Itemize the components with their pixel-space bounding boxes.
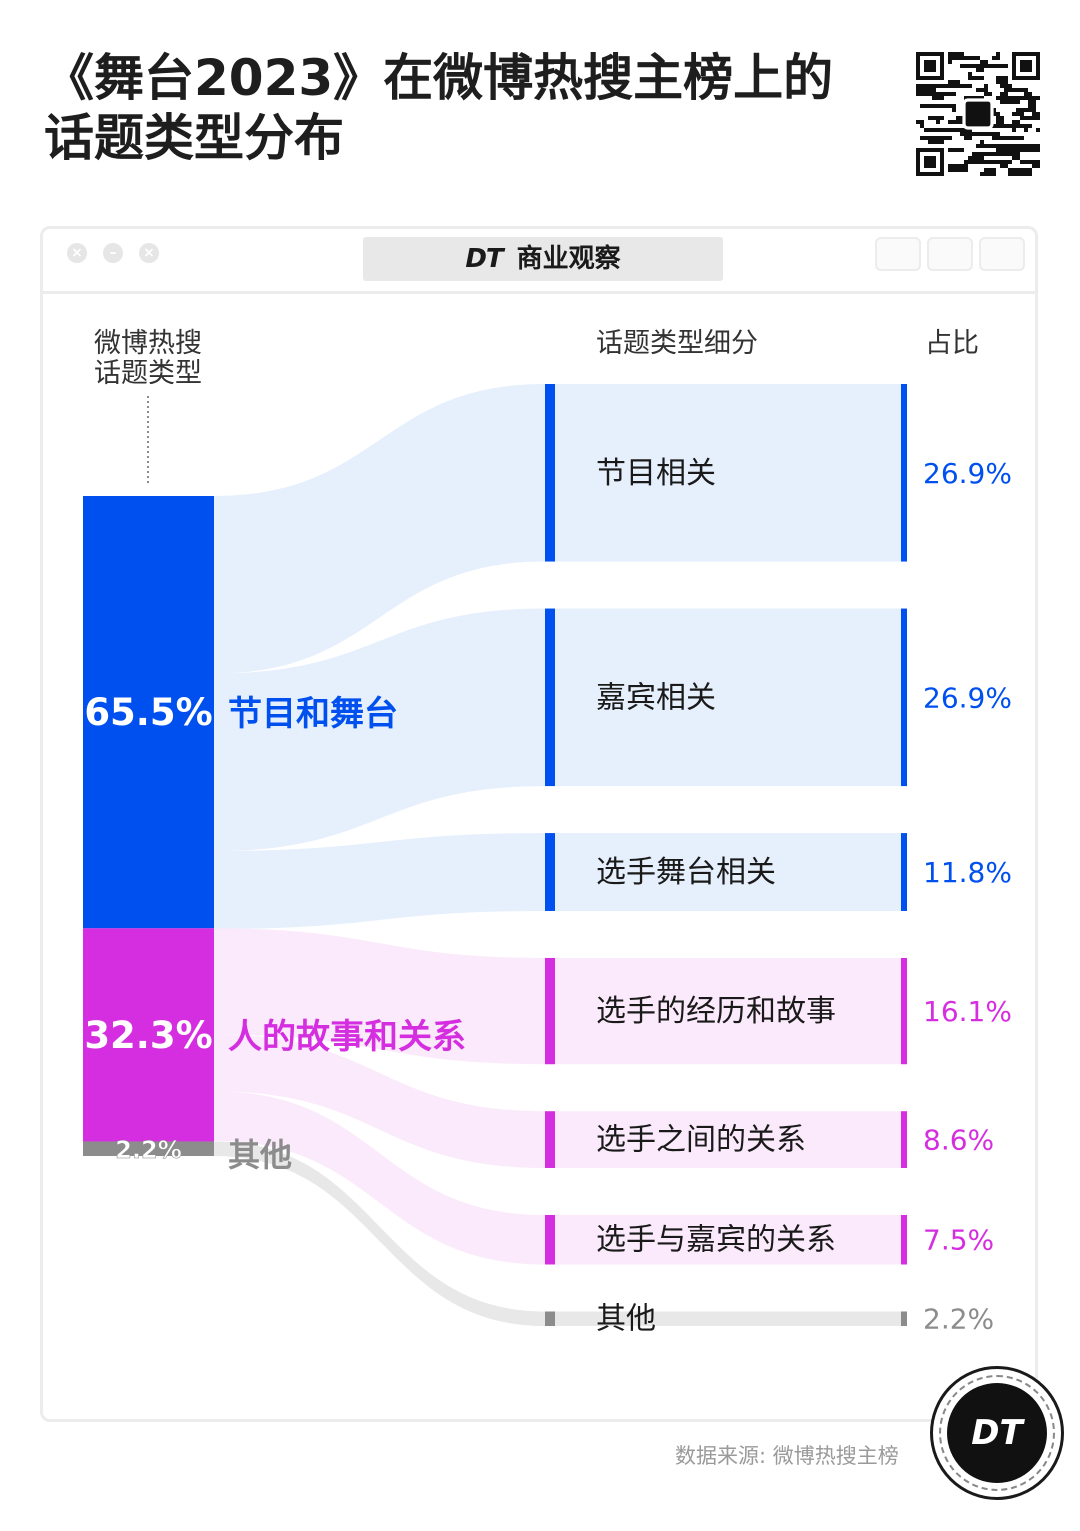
- category-label: 节目和舞台: [228, 694, 398, 734]
- title-line-2: 话题类型分布: [44, 109, 344, 167]
- subcategory-right-bar: [901, 1111, 907, 1168]
- brand-bar: DT 商业观察: [363, 237, 723, 281]
- subcategory-label: 选手之间的关系: [596, 1123, 806, 1158]
- brand-name: 商业观察: [516, 244, 621, 274]
- left-header-line-2: 话题类型: [94, 358, 202, 389]
- subcategory-left-bar: [545, 1214, 555, 1265]
- subcategory-right-bar: [901, 384, 907, 562]
- subcategory-right-bar: [901, 833, 907, 911]
- source-note: 数据来源: 微博热搜主榜: [675, 1444, 899, 1468]
- flow-band: [214, 1141, 907, 1326]
- right-header: 占比: [925, 328, 979, 359]
- subcategory-value: 11.8%: [923, 856, 1012, 889]
- subcategory-left-bar: [545, 384, 555, 562]
- maximize-icon[interactable]: ×: [139, 243, 159, 263]
- copy-icon[interactable]: [979, 237, 1025, 271]
- subcategory-label: 选手舞台相关: [596, 855, 776, 890]
- logo-text: DT: [947, 1383, 1047, 1483]
- subcategory-value: 8.6%: [923, 1124, 994, 1157]
- category-bar: [83, 928, 214, 1142]
- category-value: 32.3%: [84, 1014, 212, 1057]
- share-icon[interactable]: [927, 237, 973, 271]
- middle-header: 话题类型细分: [596, 328, 758, 359]
- flow-band: [214, 928, 907, 1065]
- subcategory-left-bar: [545, 1111, 555, 1168]
- subcategory-left-bar: [545, 608, 555, 787]
- subcategory-right-bar: [901, 608, 907, 787]
- subcategory-value: 26.9%: [923, 681, 1012, 714]
- subcategory-value: 16.1%: [923, 995, 1012, 1028]
- window-toolbar: × – × DT 商业观察: [43, 229, 1035, 294]
- close-icon[interactable]: ×: [67, 243, 87, 263]
- category-label: 其他: [228, 1136, 292, 1174]
- minimize-icon[interactable]: –: [103, 243, 123, 263]
- title-line-1: 《舞台2023》在微博热搜主榜上的: [44, 49, 834, 107]
- page-title: 《舞台2023》在微博热搜主榜上的 话题类型分布: [44, 48, 864, 168]
- subcategory-value: 7.5%: [923, 1224, 994, 1257]
- subcategory-right-bar: [901, 1311, 907, 1326]
- category-bar: [83, 496, 214, 929]
- subcategory-label: 选手与嘉宾的关系: [596, 1223, 836, 1258]
- flow-band: [214, 833, 907, 929]
- subcategory-value: 26.9%: [923, 457, 1012, 490]
- subcategory-label: 嘉宾相关: [596, 680, 716, 715]
- flow-band: [214, 1034, 907, 1168]
- subcategory-left-bar: [545, 833, 555, 911]
- subcategory-value: 2.2%: [923, 1303, 994, 1336]
- category-value: 2.2%: [115, 1136, 182, 1164]
- brand-logo-text: DT: [465, 244, 503, 274]
- qr-code-icon: [916, 52, 1040, 176]
- subcategory-label: 节目相关: [596, 456, 716, 491]
- subcategory-right-bar: [901, 957, 907, 1065]
- flow-band: [214, 1091, 907, 1265]
- category-bar: [83, 1141, 214, 1156]
- flow-band: [214, 384, 907, 674]
- category-value: 65.5%: [84, 691, 212, 734]
- dt-logo-icon: DT: [930, 1366, 1064, 1500]
- subcategory-label: 选手的经历和故事: [596, 994, 836, 1029]
- subcategory-right-bar: [901, 1214, 907, 1265]
- subcategory-left-bar: [545, 1311, 555, 1326]
- record-icon[interactable]: [875, 237, 921, 271]
- left-header-line-1: 微博热搜: [94, 328, 202, 359]
- category-label: 人的故事和关系: [228, 1017, 466, 1057]
- subcategory-left-bar: [545, 957, 555, 1065]
- flow-band: [214, 608, 907, 852]
- subcategory-label: 其他: [596, 1302, 656, 1337]
